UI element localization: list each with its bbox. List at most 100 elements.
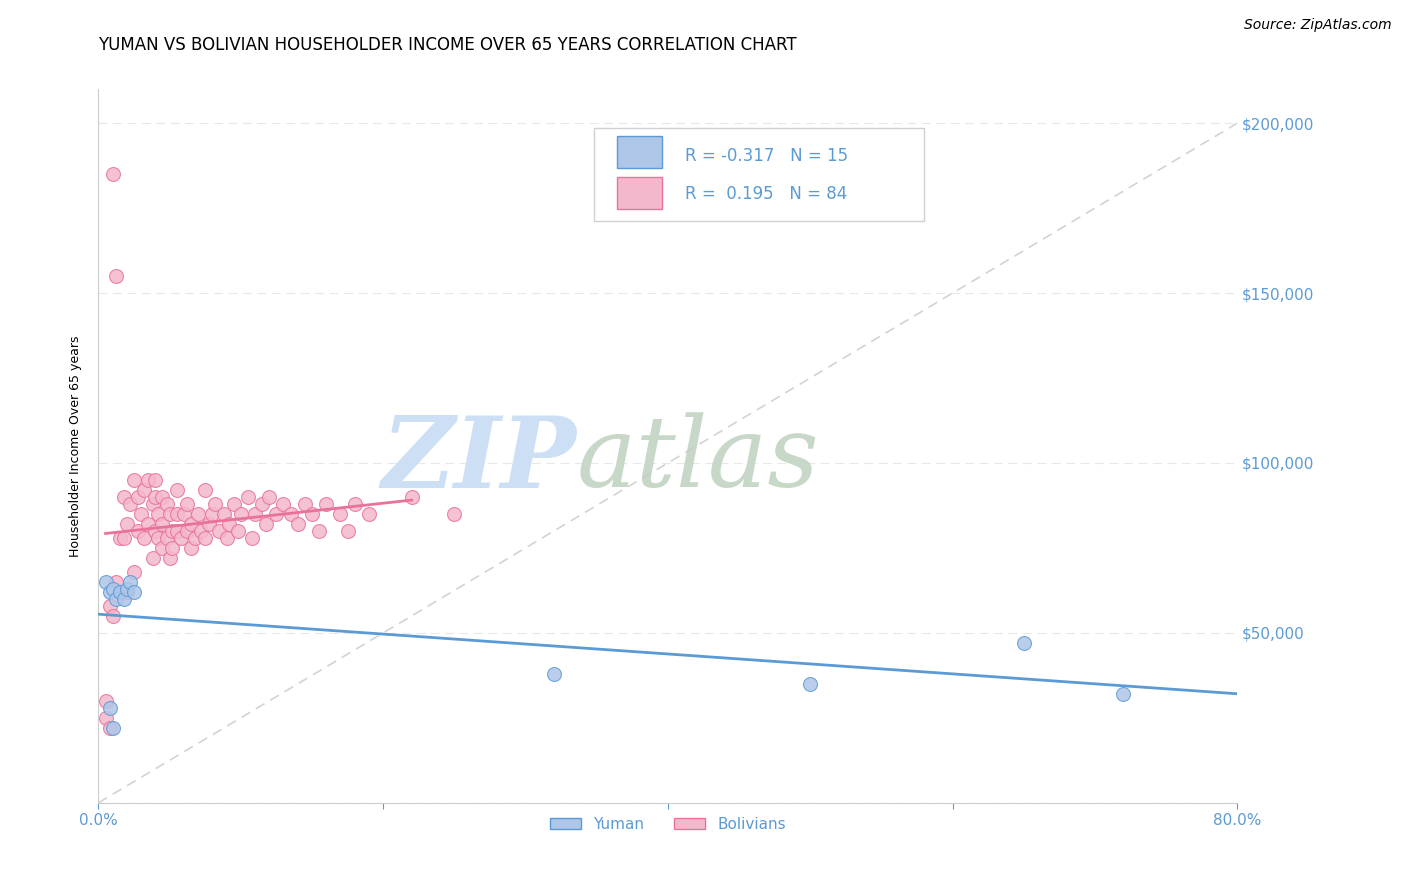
Point	[1112, 687, 1135, 701]
Point	[129, 507, 152, 521]
Point	[329, 507, 352, 521]
Point	[98, 700, 121, 714]
Point	[101, 608, 124, 623]
Point	[166, 507, 188, 521]
Point	[294, 497, 316, 511]
Point	[443, 507, 465, 521]
Point	[180, 541, 202, 555]
Point	[259, 490, 281, 504]
Point	[145, 490, 167, 504]
Point	[104, 574, 127, 589]
Point	[112, 591, 135, 606]
Point	[122, 565, 145, 579]
Point	[243, 507, 266, 521]
Point	[166, 483, 188, 498]
Point	[132, 483, 155, 498]
Point	[229, 507, 252, 521]
Point	[336, 524, 359, 538]
Point	[162, 541, 184, 555]
Point	[141, 551, 163, 566]
Point	[266, 507, 288, 521]
Point	[240, 531, 263, 545]
Text: atlas: atlas	[576, 413, 820, 508]
Point	[94, 711, 117, 725]
Point	[108, 531, 131, 545]
Point	[204, 497, 226, 511]
FancyBboxPatch shape	[593, 128, 924, 221]
Point	[170, 531, 193, 545]
Point	[173, 507, 195, 521]
Point	[184, 531, 207, 545]
Point	[145, 524, 167, 538]
Point	[176, 524, 198, 538]
Point	[156, 531, 179, 545]
Point	[118, 497, 141, 511]
Point	[101, 167, 124, 181]
Point	[162, 524, 184, 538]
Point	[98, 721, 121, 735]
Point	[152, 541, 174, 555]
Point	[101, 721, 124, 735]
Point	[152, 517, 174, 532]
Point	[343, 497, 366, 511]
Point	[115, 585, 138, 599]
Point	[122, 585, 145, 599]
Point	[112, 531, 135, 545]
Point	[187, 507, 209, 521]
Point	[543, 666, 565, 681]
Point	[122, 473, 145, 487]
Text: YUMAN VS BOLIVIAN HOUSEHOLDER INCOME OVER 65 YEARS CORRELATION CHART: YUMAN VS BOLIVIAN HOUSEHOLDER INCOME OVE…	[98, 36, 797, 54]
Point	[159, 507, 181, 521]
Point	[152, 490, 174, 504]
FancyBboxPatch shape	[617, 136, 662, 168]
Point	[166, 524, 188, 538]
Text: ZIP: ZIP	[382, 412, 576, 508]
Text: R =  0.195   N = 84: R = 0.195 N = 84	[685, 185, 848, 202]
Point	[148, 507, 170, 521]
Point	[215, 531, 238, 545]
Point	[112, 490, 135, 504]
Text: Source: ZipAtlas.com: Source: ZipAtlas.com	[1244, 18, 1392, 32]
Point	[136, 517, 159, 532]
Point	[104, 591, 127, 606]
Point	[315, 497, 337, 511]
Y-axis label: Householder Income Over 65 years: Householder Income Over 65 years	[69, 335, 83, 557]
Point	[301, 507, 323, 521]
Point	[308, 524, 330, 538]
Point	[208, 524, 231, 538]
Point	[94, 694, 117, 708]
Point	[118, 574, 141, 589]
Point	[194, 483, 217, 498]
Point	[287, 517, 309, 532]
Point	[401, 490, 423, 504]
Point	[101, 582, 124, 596]
Point	[250, 497, 273, 511]
Point	[218, 517, 240, 532]
Point	[104, 269, 127, 284]
Point	[136, 473, 159, 487]
Point	[141, 497, 163, 511]
Point	[115, 582, 138, 596]
Point	[357, 507, 380, 521]
Point	[115, 517, 138, 532]
Point	[254, 517, 277, 532]
Point	[148, 531, 170, 545]
Point	[236, 490, 259, 504]
Point	[127, 524, 149, 538]
Point	[799, 677, 821, 691]
Point	[132, 531, 155, 545]
Point	[156, 497, 179, 511]
Point	[198, 517, 221, 532]
Point	[226, 524, 249, 538]
FancyBboxPatch shape	[617, 177, 662, 209]
Point	[194, 531, 217, 545]
Point	[273, 497, 295, 511]
Point	[145, 473, 167, 487]
Legend: Yuman, Bolivians: Yuman, Bolivians	[544, 811, 792, 838]
Point	[176, 497, 198, 511]
Point	[222, 497, 245, 511]
Point	[108, 585, 131, 599]
Point	[1012, 636, 1035, 650]
Point	[159, 551, 181, 566]
Point	[212, 507, 235, 521]
